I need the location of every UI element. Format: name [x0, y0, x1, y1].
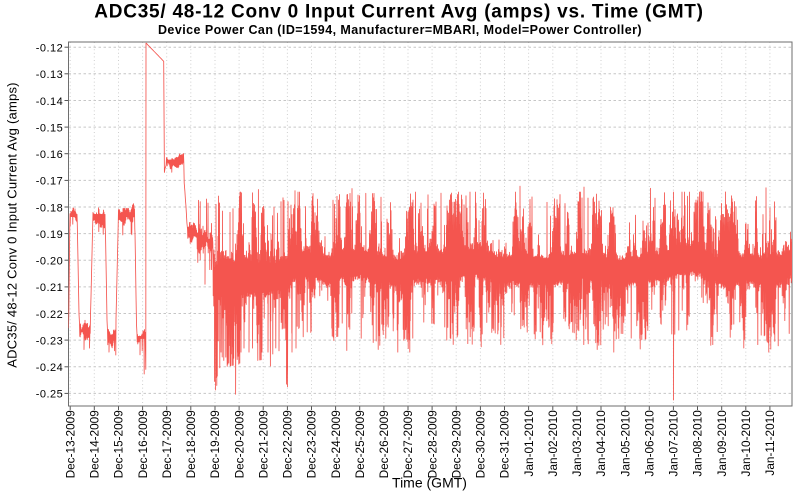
svg-text:Dec-19-2009: Dec-19-2009 — [208, 410, 222, 478]
svg-text:Jan-06-2010: Jan-06-2010 — [643, 410, 657, 477]
svg-text:Dec-23-2009: Dec-23-2009 — [305, 410, 319, 478]
svg-text:Jan-10-2010: Jan-10-2010 — [739, 410, 753, 477]
svg-text:-0.16: -0.16 — [36, 149, 64, 161]
svg-text:Jan-04-2010: Jan-04-2010 — [594, 410, 608, 477]
svg-text:Jan-05-2010: Jan-05-2010 — [618, 410, 632, 477]
svg-text:Dec-15-2009: Dec-15-2009 — [112, 410, 126, 478]
svg-text:Dec-14-2009: Dec-14-2009 — [88, 410, 102, 478]
svg-text:Dec-24-2009: Dec-24-2009 — [329, 410, 343, 478]
svg-text:Dec-13-2009: Dec-13-2009 — [63, 410, 77, 478]
svg-text:ADC35/ 48-12 Conv 0 Input Curr: ADC35/ 48-12 Conv 0 Input Current Avg (a… — [94, 2, 704, 23]
svg-text:Dec-29-2009: Dec-29-2009 — [449, 410, 463, 478]
svg-text:-0.17: -0.17 — [36, 176, 64, 188]
svg-text:Device Power Can (ID=1594, Man: Device Power Can (ID=1594, Manufacturer=… — [158, 23, 642, 37]
svg-text:Dec-30-2009: Dec-30-2009 — [474, 410, 488, 478]
svg-text:ADC35/ 48-12 Conv 0 Input Curr: ADC35/ 48-12 Conv 0 Input Current Avg (a… — [5, 82, 20, 367]
svg-text:-0.19: -0.19 — [36, 229, 64, 241]
svg-text:Dec-25-2009: Dec-25-2009 — [353, 410, 367, 478]
svg-text:Dec-20-2009: Dec-20-2009 — [232, 410, 246, 478]
svg-text:-0.18: -0.18 — [36, 202, 64, 214]
svg-text:-0.13: -0.13 — [36, 69, 64, 81]
svg-text:Dec-18-2009: Dec-18-2009 — [184, 410, 198, 478]
svg-text:Dec-17-2009: Dec-17-2009 — [160, 410, 174, 478]
svg-text:Dec-21-2009: Dec-21-2009 — [256, 410, 270, 478]
svg-text:-0.15: -0.15 — [36, 122, 64, 134]
svg-text:Time (GMT): Time (GMT) — [392, 475, 467, 491]
svg-text:Jan-09-2010: Jan-09-2010 — [715, 410, 729, 477]
svg-text:Jan-02-2010: Jan-02-2010 — [546, 410, 560, 477]
svg-text:Dec-28-2009: Dec-28-2009 — [425, 410, 439, 478]
svg-text:-0.20: -0.20 — [36, 256, 64, 268]
svg-text:Jan-08-2010: Jan-08-2010 — [691, 410, 705, 477]
svg-text:-0.24: -0.24 — [36, 362, 64, 374]
svg-text:Dec-16-2009: Dec-16-2009 — [136, 410, 150, 478]
svg-text:Jan-07-2010: Jan-07-2010 — [667, 410, 681, 477]
svg-text:Dec-27-2009: Dec-27-2009 — [401, 410, 415, 478]
svg-text:Dec-22-2009: Dec-22-2009 — [281, 410, 295, 478]
svg-text:-0.21: -0.21 — [36, 282, 64, 294]
svg-text:-0.22: -0.22 — [36, 309, 64, 321]
svg-text:Dec-26-2009: Dec-26-2009 — [377, 410, 391, 478]
svg-text:-0.14: -0.14 — [36, 96, 64, 108]
svg-text:-0.23: -0.23 — [36, 335, 64, 347]
svg-text:Jan-03-2010: Jan-03-2010 — [570, 410, 584, 477]
svg-text:-0.12: -0.12 — [36, 43, 64, 55]
svg-text:Jan-01-2010: Jan-01-2010 — [522, 410, 536, 477]
svg-text:-0.25: -0.25 — [36, 389, 64, 401]
svg-text:Jan-11-2010: Jan-11-2010 — [763, 410, 777, 476]
svg-text:Dec-31-2009: Dec-31-2009 — [498, 410, 512, 478]
